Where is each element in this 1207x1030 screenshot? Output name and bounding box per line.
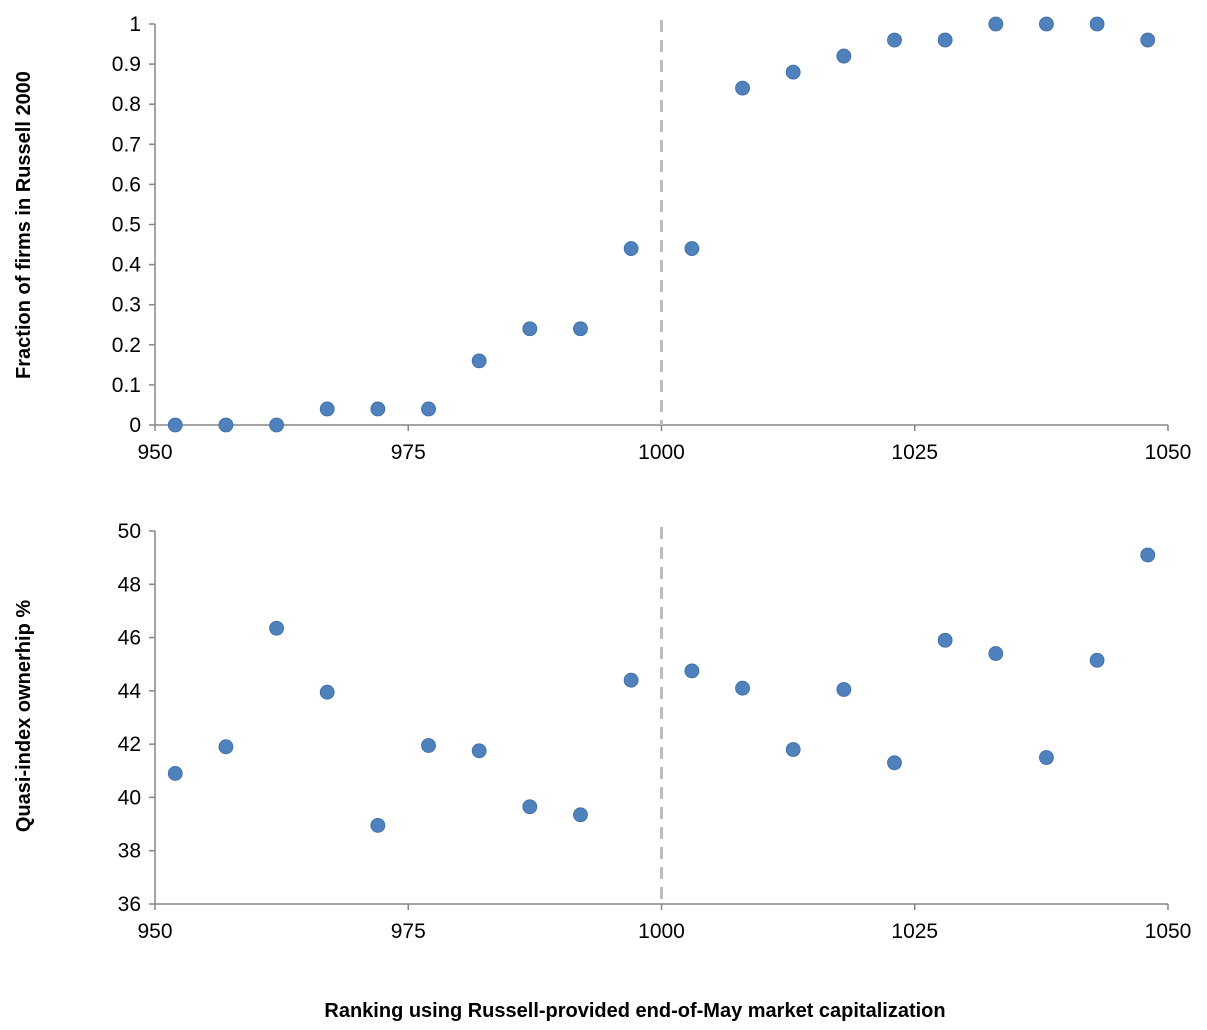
data-point bbox=[573, 807, 588, 823]
x-tick-label: 975 bbox=[391, 441, 426, 464]
data-point bbox=[319, 684, 335, 700]
data-point bbox=[471, 743, 487, 759]
data-point bbox=[522, 321, 538, 337]
data-point bbox=[1039, 750, 1054, 765]
y-tick-label: 0.6 bbox=[112, 173, 141, 196]
y-tick-label: 0.8 bbox=[112, 93, 141, 116]
data-point bbox=[218, 739, 234, 755]
data-point bbox=[887, 32, 902, 48]
data-point bbox=[1089, 652, 1105, 668]
x-tick-label: 950 bbox=[137, 920, 172, 943]
data-point bbox=[370, 818, 386, 833]
bottom-data-points bbox=[167, 547, 1156, 833]
data-point bbox=[167, 766, 183, 781]
y-tick-label: 0.2 bbox=[112, 334, 141, 357]
data-point bbox=[167, 417, 183, 433]
y-tick-label: 1 bbox=[129, 13, 141, 36]
y-tick-label: 0.5 bbox=[112, 214, 141, 237]
x-axis-title: Ranking using Russell-provided end-of-Ma… bbox=[324, 1000, 945, 1022]
data-point bbox=[785, 742, 801, 757]
bottom-y-axis-title: Quasi-index ownerhip % bbox=[13, 600, 35, 832]
x-tick-label: 1000 bbox=[638, 441, 685, 464]
data-point bbox=[887, 755, 902, 771]
top-y-tick-labels: 0 0.1 0.2 0.3 0.4 0.5 0.6 0.7 0.8 0.9 1 bbox=[112, 13, 155, 437]
data-point bbox=[623, 672, 639, 688]
y-tick-label: 40 bbox=[118, 786, 141, 809]
y-tick-label: 0.1 bbox=[112, 374, 141, 397]
data-point bbox=[573, 321, 588, 337]
x-tick-label: 975 bbox=[391, 920, 426, 943]
data-point bbox=[937, 632, 953, 648]
data-point bbox=[421, 738, 436, 753]
bottom-x-tick-labels: 950 975 1000 1025 1050 bbox=[137, 904, 1191, 943]
data-point bbox=[735, 680, 750, 696]
data-point bbox=[836, 48, 852, 64]
x-tick-label: 1025 bbox=[891, 441, 938, 464]
y-tick-label: 44 bbox=[118, 680, 142, 703]
x-tick-label: 1000 bbox=[638, 920, 685, 943]
x-tick-label: 1025 bbox=[891, 920, 938, 943]
data-point bbox=[988, 646, 1004, 661]
bottom-y-tick-labels: 36 38 40 42 44 46 48 50 bbox=[118, 520, 155, 916]
data-point bbox=[684, 663, 700, 679]
y-tick-label: 0.7 bbox=[112, 133, 141, 156]
data-point bbox=[623, 241, 639, 256]
data-point bbox=[1140, 32, 1156, 48]
data-point bbox=[1039, 16, 1054, 32]
data-point bbox=[1140, 547, 1156, 563]
y-tick-label: 46 bbox=[118, 627, 141, 650]
top-data-points bbox=[167, 16, 1156, 433]
top-x-tick-labels: 950 975 1000 1025 1050 bbox=[137, 425, 1191, 464]
y-tick-label: 0.4 bbox=[112, 254, 142, 277]
y-tick-label: 42 bbox=[118, 733, 141, 756]
bottom-axes bbox=[154, 527, 1168, 905]
data-point bbox=[421, 401, 436, 417]
y-tick-label: 48 bbox=[118, 573, 141, 596]
x-tick-label: 1050 bbox=[1145, 920, 1192, 943]
data-point bbox=[218, 417, 234, 433]
data-point bbox=[785, 64, 801, 80]
data-point bbox=[937, 32, 953, 48]
data-point bbox=[269, 620, 284, 636]
data-point bbox=[1089, 16, 1105, 32]
x-tick-label: 950 bbox=[137, 441, 172, 464]
data-point bbox=[269, 417, 284, 433]
data-point bbox=[370, 401, 386, 417]
data-point bbox=[988, 16, 1004, 32]
data-point bbox=[471, 353, 487, 369]
y-tick-label: 38 bbox=[118, 840, 141, 863]
x-tick-label: 1050 bbox=[1145, 441, 1192, 464]
y-tick-label: 0 bbox=[129, 414, 141, 437]
top-y-axis-title: Fraction of firms in Russell 2000 bbox=[13, 71, 35, 379]
y-tick-label: 36 bbox=[118, 893, 141, 916]
data-point bbox=[684, 241, 700, 256]
top-axes bbox=[154, 20, 1168, 426]
y-tick-label: 50 bbox=[118, 520, 141, 543]
data-point bbox=[836, 682, 852, 697]
data-point bbox=[522, 799, 538, 815]
data-point bbox=[735, 80, 750, 96]
y-tick-label: 0.9 bbox=[112, 53, 141, 76]
panel-bottom: 950 975 1000 1025 1050 36 38 40 42 44 46 48 50 Quas… bbox=[13, 520, 1191, 943]
panel-top: 950 975 1000 1025 1050 0 0.1 0.2 0.3 0.4 0.5 0.6 0.… bbox=[13, 13, 1191, 464]
data-point bbox=[319, 401, 335, 417]
y-tick-label: 0.3 bbox=[112, 294, 141, 317]
